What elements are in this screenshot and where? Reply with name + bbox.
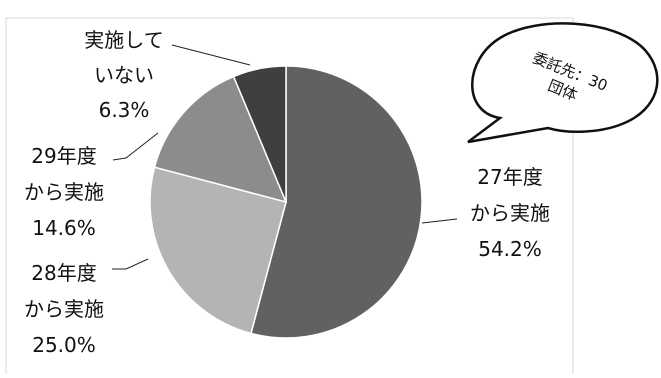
pie-slice-fy27 <box>250 65 423 339</box>
slice-label-fy27-percent: 54.2% <box>478 237 542 261</box>
slice-label-fy27-line2: から実施 <box>470 201 550 225</box>
slice-label-not-implemented-percent: 6.3% <box>99 98 150 122</box>
slice-label-fy27: 27年度 から実施 54.2% <box>470 165 550 261</box>
slice-label-fy29-line2: から実施 <box>24 180 104 204</box>
pie-slices <box>149 65 423 339</box>
slice-label-fy28-line1: 28年度 <box>31 261 96 285</box>
pie-slice-not-implemented <box>232 65 287 203</box>
slice-label-fy29-line1: 29年度 <box>31 144 96 168</box>
slice-label-not-implemented-line2: いない <box>94 63 154 87</box>
slice-label-fy28: 28年度 から実施 25.0% <box>24 261 104 357</box>
slice-label-fy29-percent: 14.6% <box>32 216 96 240</box>
slice-label-fy28-line2: から実施 <box>24 297 104 321</box>
callout-bubble: 委託先：30 団体 <box>467 22 659 144</box>
leader-line-not-implemented <box>171 44 251 66</box>
leader-line-fy29 <box>112 132 159 161</box>
pie-slice-fy28 <box>149 166 287 335</box>
leader-line-fy27 <box>421 218 458 224</box>
slice-label-fy27-line1: 27年度 <box>477 165 542 189</box>
slice-label-fy29: 29年度 から実施 14.6% <box>24 144 104 240</box>
leader-lines <box>112 44 458 270</box>
slice-label-not-implemented-line1: 実施して <box>84 28 163 52</box>
leader-line-fy28 <box>112 258 149 270</box>
slice-label-not-implemented: 実施して いない 6.3% <box>84 28 163 122</box>
slice-label-fy28-percent: 25.0% <box>32 333 96 357</box>
callout-bubble-shape <box>467 22 659 144</box>
plot-area-border <box>5 17 574 374</box>
pie-slice-fy29 <box>153 75 288 204</box>
